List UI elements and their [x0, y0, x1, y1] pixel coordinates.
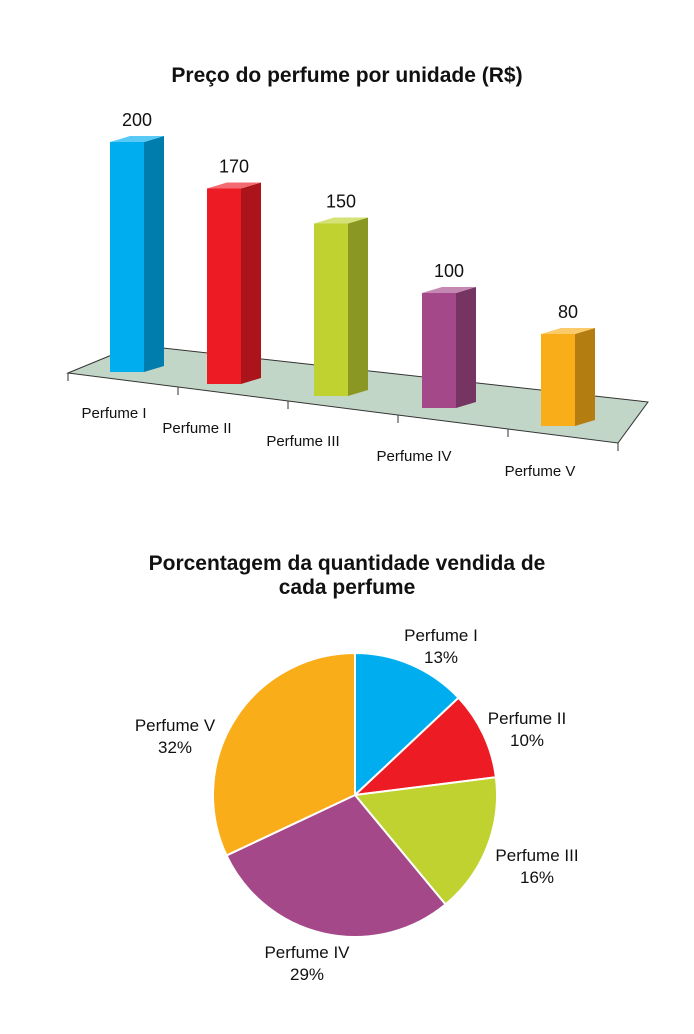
x-tick-label: Perfume I: [81, 405, 146, 422]
pie-slice-label: Perfume I: [404, 626, 478, 645]
bar-chart: 200 Perfume I 170 Perfume II 150 Perfume III 1…: [66, 110, 649, 480]
bar: [541, 328, 595, 426]
bar-chart-title: Preço do perfume por unidade (R$): [171, 64, 523, 87]
pie-chart-title-line-2: cada perfume: [278, 576, 416, 599]
x-tick-label: Perfume V: [505, 463, 576, 480]
pie-slice: [353, 776, 498, 906]
bar: [422, 287, 476, 408]
bar-value-label: 100: [434, 261, 464, 281]
pie-chart-title: Porcentagem da quantidade vendida de cad…: [0, 552, 694, 600]
bar-value-label: 150: [326, 192, 356, 212]
pie-chart-title-line-1: Porcentagem da quantidade vendida de: [148, 552, 546, 575]
pie-slice-value: 16%: [520, 868, 554, 887]
pie-slice: [352, 696, 497, 797]
bar-value-label: 80: [558, 302, 578, 322]
bar-value-label: 170: [219, 157, 249, 177]
pie-slice-label: Perfume V: [135, 716, 216, 735]
x-tick-label: Perfume IV: [376, 448, 451, 465]
bar: [207, 182, 261, 384]
pie-slice-value: 13%: [424, 648, 458, 667]
pie-slice-value: 10%: [510, 731, 544, 750]
pie-slice: [212, 651, 356, 857]
bar: [110, 136, 164, 372]
bar: [314, 217, 368, 396]
x-tick-label: Perfume II: [162, 420, 231, 437]
pie-slice-label: Perfume III: [495, 846, 578, 865]
pie-slice-value: 29%: [290, 965, 324, 984]
pie-slice: [354, 651, 460, 798]
pie-slice-label: Perfume IV: [264, 943, 350, 962]
x-tick-label: Perfume III: [266, 433, 339, 450]
bar-value-label: 200: [122, 110, 152, 130]
pie-slice-value: 32%: [158, 738, 192, 757]
pie-slice-label: Perfume II: [488, 709, 566, 728]
